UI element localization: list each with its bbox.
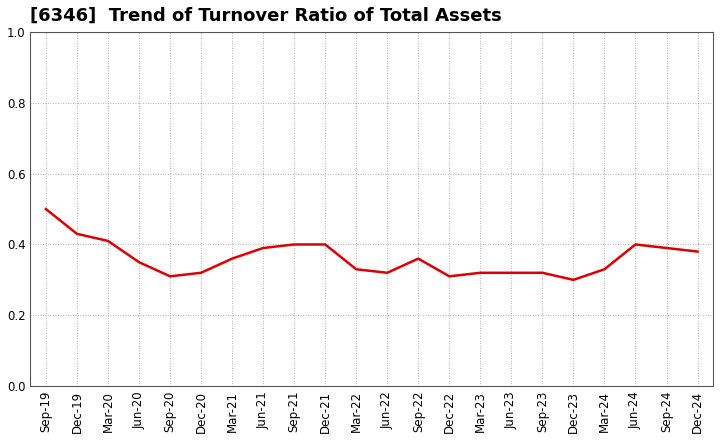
Text: [6346]  Trend of Turnover Ratio of Total Assets: [6346] Trend of Turnover Ratio of Total … xyxy=(30,7,502,25)
